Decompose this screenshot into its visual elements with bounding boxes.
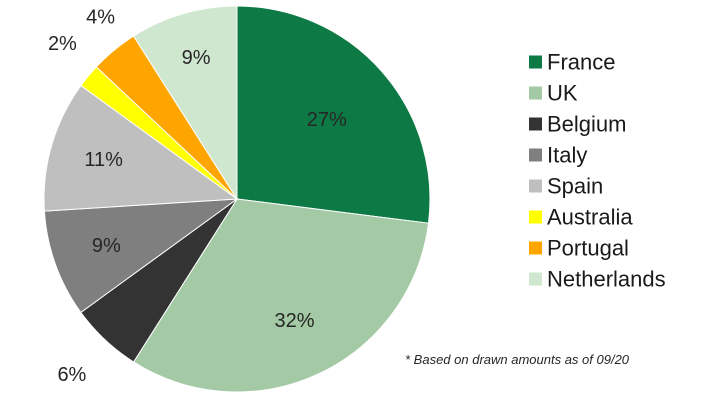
legend-label-italy: Italy — [547, 143, 587, 168]
slice-label-italy: 9% — [92, 235, 121, 257]
legend-label-netherlands: Netherlands — [547, 267, 666, 292]
legend-swatch-netherlands — [529, 272, 542, 286]
legend-label-belgium: Belgium — [547, 112, 626, 137]
slice-label-uk: 32% — [274, 310, 314, 332]
pie-labels: 27% 32% 6% 9% 11% 2% 4% 9% — [48, 6, 347, 386]
slice-label-spain: 11% — [84, 149, 123, 171]
slice-italy — [43, 198, 239, 314]
legend-swatch-portugal — [529, 241, 542, 255]
slice-label-portugal: 4% — [86, 6, 115, 28]
pie-slices — [43, 5, 431, 393]
slice-label-netherlands: 9% — [182, 47, 211, 69]
footnote: * Based on drawn amounts as of 09/20 — [405, 352, 630, 367]
slice-spain — [43, 84, 239, 212]
slice-label-belgium: 6% — [57, 364, 86, 386]
legend-swatch-belgium — [529, 117, 542, 131]
legend-swatch-australia — [529, 210, 542, 224]
legend: France UK Belgium Italy Spain Australia Portug… — [529, 50, 666, 292]
legend-swatch-uk — [529, 86, 542, 100]
legend-label-spain: Spain — [547, 174, 603, 199]
slice-label-france: 27% — [307, 109, 347, 131]
legend-label-australia: Australia — [547, 205, 633, 230]
slice-netherlands — [132, 5, 238, 201]
legend-label-france: France — [547, 50, 615, 75]
legend-label-uk: UK — [547, 81, 578, 106]
legend-swatch-italy — [529, 148, 542, 162]
legend-swatch-spain — [529, 179, 542, 193]
slice-uk — [132, 198, 430, 393]
slice-france — [236, 5, 431, 224]
slice-label-australia: 2% — [48, 33, 77, 55]
legend-swatch-france — [529, 55, 542, 69]
legend-label-portugal: Portugal — [547, 236, 629, 261]
